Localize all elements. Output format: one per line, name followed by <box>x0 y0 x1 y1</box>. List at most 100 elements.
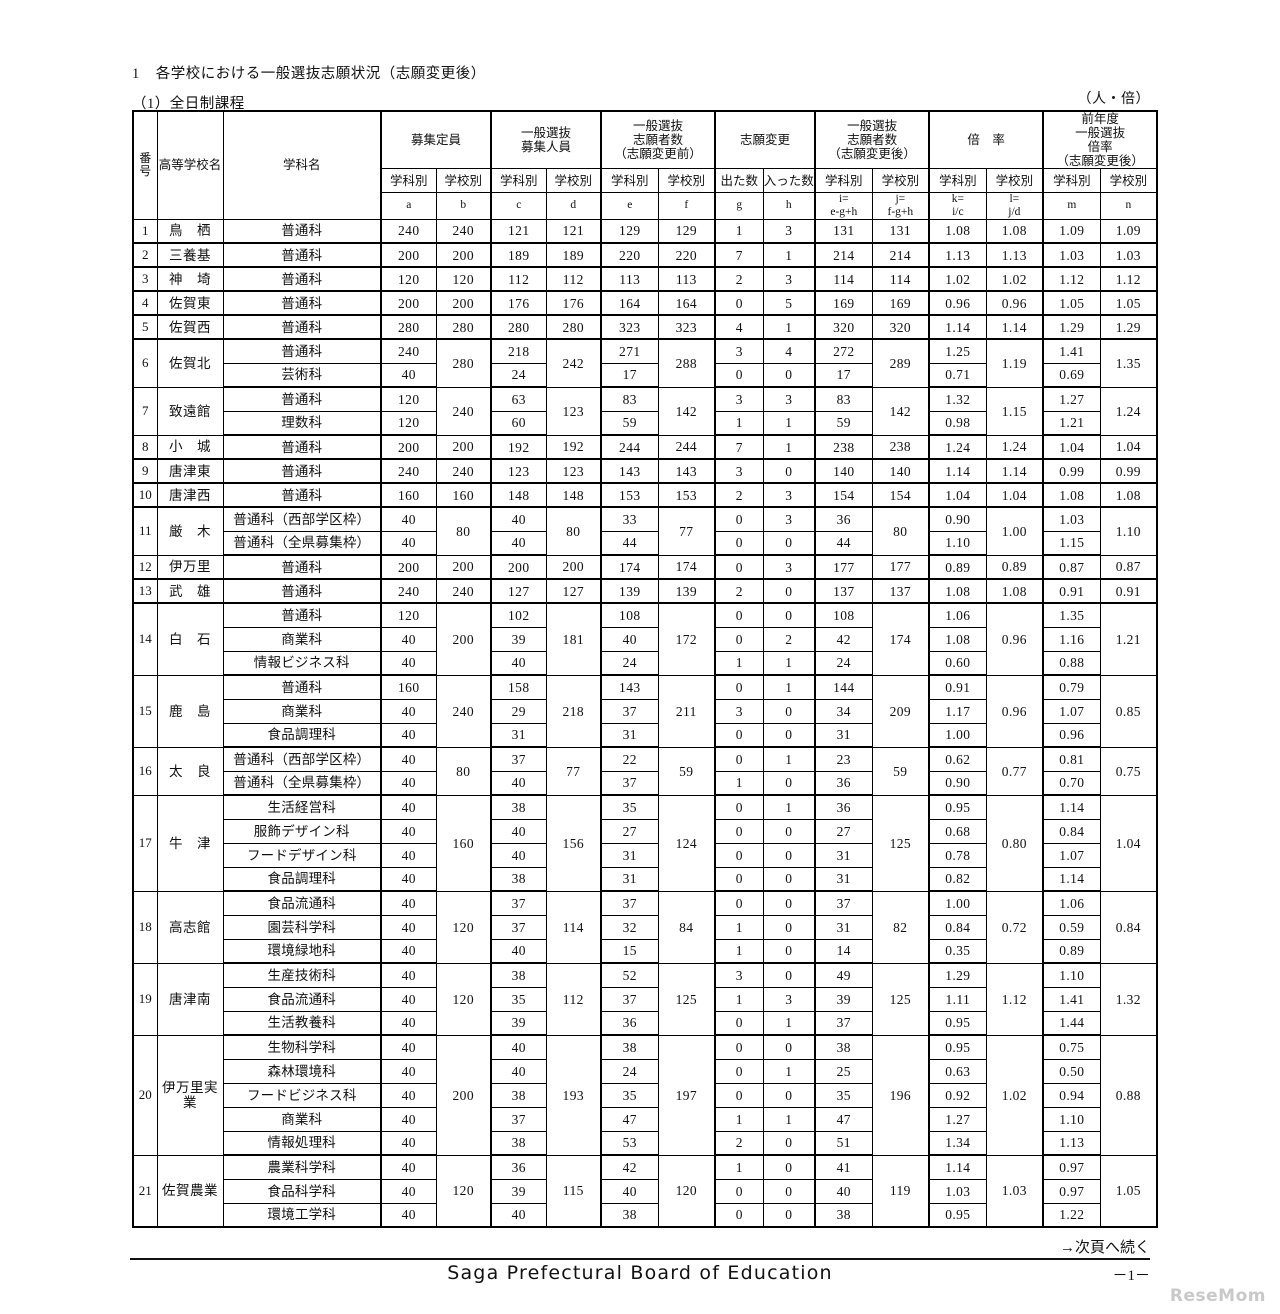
course-name: 商業科 <box>222 1106 382 1132</box>
cell-i: 14 <box>814 938 873 965</box>
cell-a: 40 <box>380 626 437 652</box>
cell-c: 38 <box>490 1130 547 1157</box>
course-name: 情報処理科 <box>222 1130 382 1157</box>
table-row: 食品科学科 40 39 40 0 0 40 1.03 0.97 <box>133 1178 1157 1204</box>
cell-h: 1 <box>762 242 816 269</box>
row-number: 19 <box>132 962 158 1036</box>
cell-g: 0 <box>714 866 764 893</box>
course-name: 生活教養科 <box>222 1010 382 1037</box>
cell-e: 44 <box>600 530 659 557</box>
cell-e: 174 <box>600 554 659 581</box>
cell-n: 0.84 <box>1099 890 1159 964</box>
cell-a: 240 <box>380 458 437 485</box>
cell-f: 77 <box>657 506 716 556</box>
school-name: 佐賀西 <box>156 314 224 341</box>
cell-a: 40 <box>380 770 437 797</box>
cell-m: 1.15 <box>1042 530 1101 557</box>
cell-j: 289 <box>871 338 930 388</box>
course-name: 普通科 <box>222 554 382 581</box>
cell-b: 120 <box>435 1154 492 1228</box>
cell-a: 200 <box>380 434 437 461</box>
cell-n: 0.75 <box>1099 746 1159 796</box>
cell-c: 36 <box>490 1154 547 1180</box>
cell-k: 0.62 <box>928 746 987 772</box>
cell-e: 47 <box>600 1106 659 1132</box>
cell-n: 1.32 <box>1099 962 1159 1036</box>
cell-g: 1 <box>714 1154 764 1180</box>
row-number: 14 <box>132 602 158 676</box>
cell-d: 218 <box>545 674 602 748</box>
cell-i: 40 <box>814 1178 873 1204</box>
cell-b: 80 <box>435 506 492 556</box>
school-name: 白 石 <box>156 602 224 676</box>
cell-h: 0 <box>762 866 816 893</box>
table-row: 情報ビジネス科 40 40 24 1 1 24 0.60 0.88 <box>133 650 1157 677</box>
row-number: 4 <box>132 290 158 317</box>
cell-c: 63 <box>490 386 547 412</box>
table-row: 芸術科 40 24 17 0 0 17 0.71 0.69 <box>133 362 1157 389</box>
cell-e: 38 <box>600 1034 659 1060</box>
cell-m: 0.91 <box>1042 578 1101 605</box>
cell-n: 1.24 <box>1099 386 1159 436</box>
cell-k: 0.89 <box>928 554 987 581</box>
course-name: 普通科 <box>222 674 382 700</box>
cell-h: 1 <box>762 434 816 461</box>
cell-j: 82 <box>871 890 930 964</box>
cell-h: 1 <box>762 1106 816 1132</box>
cell-h: 1 <box>762 1010 816 1037</box>
cell-h: 0 <box>762 1202 816 1229</box>
cell-e: 53 <box>600 1130 659 1157</box>
cell-e: 31 <box>600 722 659 749</box>
cell-g: 0 <box>714 506 764 532</box>
cell-g: 4 <box>714 314 764 341</box>
cell-i: 38 <box>814 1202 873 1229</box>
cell-m: 1.41 <box>1042 986 1101 1012</box>
cell-a: 40 <box>380 506 437 532</box>
header-course: 学科名 <box>222 109 382 220</box>
cell-c: 40 <box>490 770 547 797</box>
table-row: 19 唐津南 生産技術科 40 120 38 112 52 125 3 0 49 125 1.29 1.12… <box>132 962 1159 1036</box>
table-row: 7 致遠館 普通科 120 240 63 123 83 142 3 3 83 142 1.32 1.15 1.… <box>132 386 1159 436</box>
cell-d: 192 <box>545 434 602 461</box>
cell-k: 0.96 <box>928 290 987 317</box>
course-name: 普通科 <box>222 338 382 364</box>
cell-i: 108 <box>814 602 873 628</box>
cell-e: 139 <box>600 578 659 605</box>
table-row: 商業科 40 39 40 0 2 42 1.08 1.16 <box>133 626 1157 652</box>
cell-f: 129 <box>657 218 716 245</box>
cell-k: 0.95 <box>928 794 987 820</box>
cell-a: 120 <box>380 410 437 437</box>
cell-l: 1.00 <box>985 506 1044 556</box>
header-group-1: 一般選抜 募集人員 <box>490 110 602 169</box>
cell-h: 0 <box>762 1154 816 1180</box>
cell-e: 17 <box>600 362 659 389</box>
cell-g: 0 <box>714 746 764 772</box>
cell-k: 1.14 <box>928 458 987 485</box>
header-sub-6: 出た数 <box>714 168 764 193</box>
school-name: 太 良 <box>156 746 224 796</box>
school-name: 佐賀農業 <box>156 1154 224 1228</box>
cell-e: 22 <box>600 746 659 772</box>
cell-d: 176 <box>545 290 602 317</box>
cell-h: 0 <box>762 962 816 988</box>
cell-h: 1 <box>762 410 816 437</box>
cell-g: 2 <box>714 266 764 293</box>
cell-f: 59 <box>657 746 716 796</box>
course-name: 普通科 <box>222 290 382 317</box>
header-code-7: h <box>762 192 816 220</box>
cell-b: 160 <box>435 794 492 892</box>
cell-g: 0 <box>714 722 764 749</box>
cell-g: 1 <box>714 1106 764 1132</box>
cell-m: 1.03 <box>1042 242 1101 269</box>
cell-e: 24 <box>600 1058 659 1084</box>
cell-a: 240 <box>380 338 437 364</box>
cell-j: 209 <box>871 674 930 748</box>
table-row: 2 三養基 普通科 200 200 189 189 220 220 7 1 214 214 1.13 1.1… <box>132 242 1159 269</box>
cell-i: 137 <box>814 578 873 605</box>
cell-h: 0 <box>762 722 816 749</box>
cell-m: 1.05 <box>1042 290 1101 317</box>
cell-m: 0.96 <box>1042 722 1101 749</box>
cell-e: 83 <box>600 386 659 412</box>
cell-d: 115 <box>545 1154 602 1228</box>
table-row: 理数科 120 60 59 1 1 59 0.98 1.21 <box>133 410 1157 437</box>
